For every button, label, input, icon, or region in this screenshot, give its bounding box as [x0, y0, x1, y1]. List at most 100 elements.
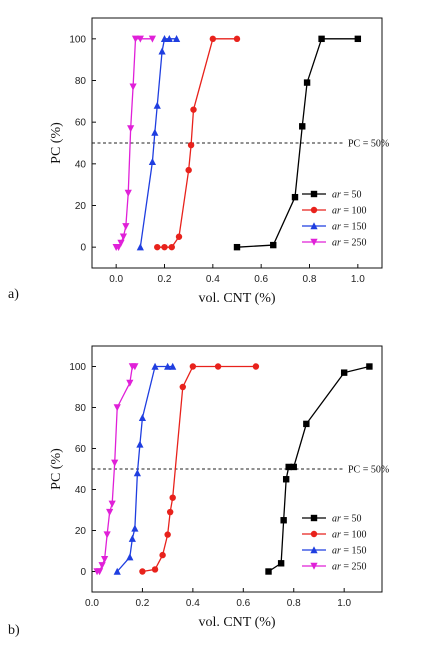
data-point	[158, 47, 166, 55]
legend-marker	[310, 530, 318, 538]
data-point	[185, 166, 192, 174]
y-tick-label: 0	[80, 567, 86, 578]
data-point	[139, 568, 146, 575]
data-point	[165, 35, 173, 43]
y-tick-label: 80	[75, 403, 87, 414]
legend: ar = 50 ar = 100 ar = 150 ar = 250	[302, 514, 367, 573]
x-tick-label: 1.0	[351, 274, 365, 285]
data-point	[282, 476, 290, 483]
data-point	[151, 362, 159, 370]
y-tick-label: 40	[75, 159, 87, 170]
data-point	[111, 459, 119, 467]
data-point	[175, 233, 183, 240]
x-tick-label: 0.4	[206, 274, 220, 285]
data-point	[280, 517, 287, 524]
legend-marker	[310, 206, 318, 214]
data-point	[148, 35, 157, 43]
y-tick-label: 60	[75, 118, 87, 129]
data-point	[187, 141, 195, 149]
data-point	[127, 125, 135, 133]
x-tick-label: 0.2	[135, 598, 149, 609]
data-point	[366, 363, 373, 370]
x-tick-label: 0.4	[186, 598, 200, 609]
legend-label: ar = 100	[332, 530, 367, 541]
data-point	[169, 494, 176, 501]
x-tick-label: 0.6	[236, 598, 250, 609]
series-3	[93, 363, 139, 576]
data-point	[103, 531, 111, 539]
x-tick-label: 0.6	[254, 274, 268, 285]
series-3	[112, 35, 157, 251]
data-point	[277, 560, 285, 567]
legend: ar = 50 ar = 100 ar = 150 ar = 250	[302, 190, 367, 249]
data-point	[101, 556, 109, 563]
y-tick-label: 80	[75, 76, 87, 87]
legend-marker	[310, 562, 318, 570]
series-line	[142, 365, 256, 573]
legend-marker	[310, 238, 318, 246]
data-point	[161, 243, 168, 251]
x-tick-label: 0.0	[109, 274, 123, 285]
series-1	[139, 363, 260, 575]
series-2	[136, 35, 181, 251]
data-point	[252, 363, 260, 370]
legend-label: ar = 150	[332, 546, 367, 557]
y-tick-label: 60	[75, 444, 87, 455]
x-tick-label: 1.0	[337, 598, 351, 609]
y-axis-label: PC (%)	[49, 448, 64, 490]
data-point	[126, 379, 134, 387]
data-point	[299, 123, 306, 130]
y-tick-label: 20	[75, 526, 87, 537]
data-point	[136, 35, 144, 43]
legend-label: ar = 50	[332, 514, 362, 525]
data-point	[131, 363, 139, 371]
data-point	[318, 35, 325, 43]
data-point	[303, 79, 311, 86]
x-axis-label: vol. CNT (%)	[198, 615, 275, 630]
data-point	[160, 35, 169, 43]
y-tick-label: 100	[69, 362, 86, 373]
data-point	[136, 440, 144, 448]
legend-label: ar = 250	[332, 238, 367, 249]
data-point	[106, 508, 114, 516]
data-point	[114, 243, 123, 251]
data-point	[136, 243, 144, 251]
data-point	[113, 404, 121, 412]
data-point	[133, 469, 141, 477]
data-point	[113, 567, 121, 575]
x-tick-label: 0.0	[85, 598, 99, 609]
x-tick-label: 0.8	[303, 274, 317, 285]
data-point	[169, 362, 177, 370]
panel-a: 0.0 0.2 0.4 0.6 0.8 1.0 0 20 40 60 80 100 vol. CNT (…	[8, 17, 389, 306]
legend-label: ar = 100	[332, 206, 367, 217]
legend-marker	[310, 190, 318, 198]
data-point	[265, 568, 272, 575]
data-point	[166, 508, 174, 516]
data-point	[179, 383, 186, 391]
legend-marker	[310, 546, 318, 554]
data-point	[354, 35, 362, 43]
data-point	[151, 566, 159, 573]
data-point	[270, 241, 277, 249]
series-0	[265, 363, 373, 575]
data-point	[190, 106, 197, 113]
data-point	[168, 243, 175, 251]
data-point	[290, 463, 297, 471]
data-point	[340, 369, 348, 376]
data-point	[164, 531, 171, 538]
legend-label: ar = 50	[332, 190, 362, 201]
data-point	[233, 243, 241, 251]
data-point	[172, 35, 181, 43]
series-2	[113, 362, 177, 575]
data-point	[233, 35, 241, 43]
legend-label: ar = 250	[332, 562, 367, 573]
data-point	[122, 223, 130, 231]
y-axis-label: PC (%)	[49, 122, 64, 164]
data-point	[138, 413, 147, 421]
legend-label: ar = 150	[332, 222, 367, 233]
y-tick-label: 0	[80, 243, 86, 254]
panel-b: 0.0 0.2 0.4 0.6 0.8 1.0 0 20 40 60 80 100 vol. CNT (…	[8, 345, 389, 638]
data-point	[95, 568, 104, 576]
legend-marker	[310, 222, 318, 230]
